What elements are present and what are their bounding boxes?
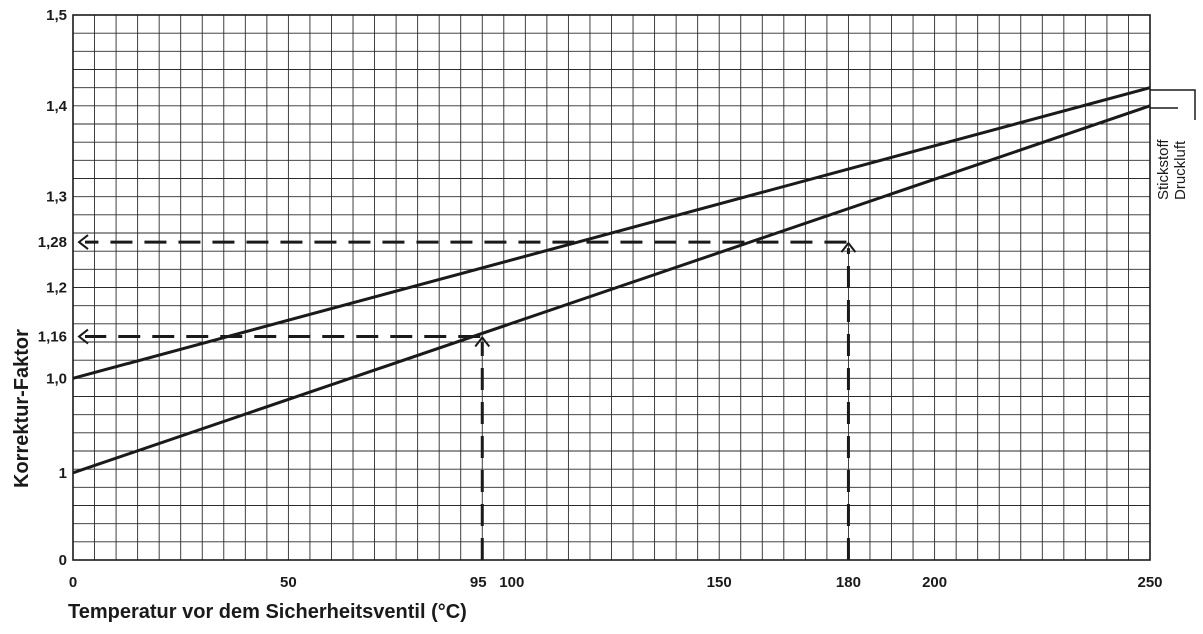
legend-leader-line (1150, 89, 1196, 120)
y-tick-label: 1,0 (46, 370, 67, 387)
series-line-druckluft (72, 104, 1151, 475)
plot-border (72, 14, 1151, 561)
y-tick-label: 1,4 (46, 98, 68, 115)
y-tick-label: 1,16 (38, 329, 67, 346)
series-line-stickstoff (72, 86, 1151, 380)
y-tick-label: 1,3 (46, 189, 67, 206)
y-tick-label: 0 (59, 552, 67, 569)
guide-arrow-left-0 (77, 328, 89, 345)
x-tick-label: 95 (470, 574, 487, 591)
x-tick-label: 250 (1137, 574, 1162, 591)
guide-arrow-up-180 (840, 241, 857, 253)
y-tick-label: 1,5 (46, 7, 67, 24)
guide-arrow-left-1 (77, 234, 89, 250)
legend-label-stickstoff: Stickstoff (1155, 139, 1172, 200)
x-tick-labels: 0 50 95 100 150 180 200 250 (69, 574, 1163, 591)
guide-arrow-up-95 (474, 335, 491, 348)
y-tick-labels: 0 1 1,0 1,16 1,2 1,28 1,3 1,4 1,5 (38, 7, 68, 569)
y-tick-label: 1,2 (46, 280, 67, 297)
y-axis-title: Korrektur-Faktor (11, 329, 33, 488)
y-tick-label: 1 (59, 465, 67, 482)
series-lines (72, 86, 1151, 475)
x-tick-label: 100 (499, 574, 524, 591)
x-tick-label: 150 (707, 574, 732, 591)
legend: Stickstoff Druckluft (1150, 89, 1196, 200)
plot-frame (72, 14, 1151, 561)
x-tick-label: 200 (922, 574, 947, 591)
guide-lines (77, 234, 857, 560)
legend-label-druckluft: Druckluft (1172, 140, 1189, 200)
grid (72, 14, 1151, 561)
x-tick-label: 50 (280, 574, 297, 591)
x-tick-label: 180 (836, 574, 861, 591)
x-tick-label: 0 (69, 574, 77, 591)
x-axis-title: Temperatur vor dem Sicherheitsventil (°C… (68, 601, 467, 623)
y-tick-label: 1,28 (38, 234, 67, 251)
